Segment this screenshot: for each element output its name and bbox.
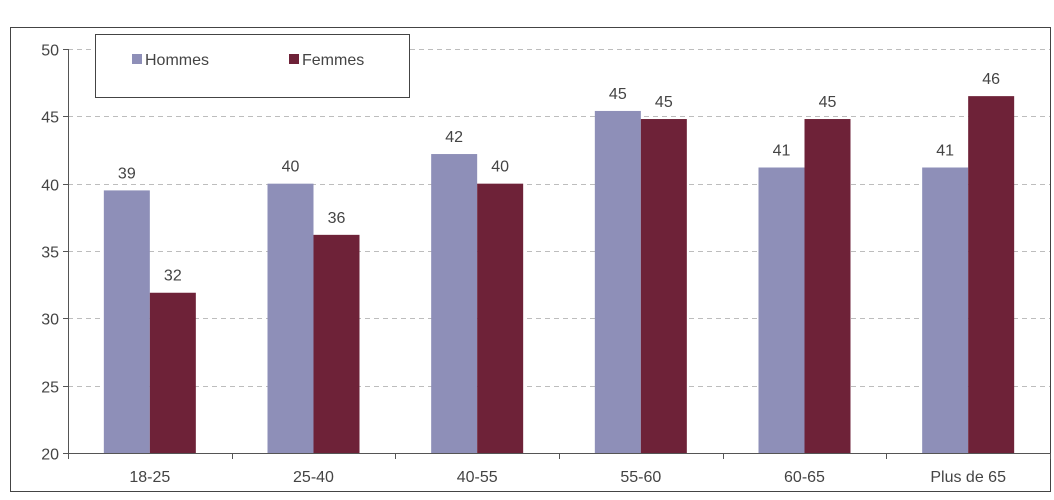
legend-label-hommes: Hommes	[145, 52, 209, 69]
x-tick-label: 18-25	[129, 469, 170, 486]
data-label: 45	[655, 94, 673, 111]
x-tick-label: 40-55	[457, 469, 498, 486]
data-label: 41	[773, 143, 791, 160]
bar-hommes-5	[922, 167, 969, 454]
data-label: 42	[445, 129, 463, 146]
data-label: 45	[609, 86, 627, 103]
x-tick-label: 25-40	[293, 469, 334, 486]
bar-femmes-4	[804, 119, 851, 453]
legend-swatch-femmes	[289, 54, 299, 64]
bar-femmes-3	[640, 119, 687, 453]
bar-femmes-1	[313, 234, 360, 453]
legend-box	[95, 34, 410, 98]
legend: Hommes Femmes	[95, 34, 410, 98]
y-tick-label: 30	[41, 312, 59, 329]
data-labels: 39 32 40 36 42 40 45 45 41 45 41 46	[118, 71, 1000, 285]
bar-hommes-2	[431, 154, 478, 454]
y-tick-label: 45	[41, 110, 59, 127]
legend-label-femmes: Femmes	[302, 52, 364, 69]
bar-femmes-0	[149, 292, 196, 453]
data-label: 39	[118, 165, 136, 182]
data-label: 32	[164, 268, 182, 285]
bar-hommes-3	[594, 110, 641, 454]
data-label: 40	[491, 159, 509, 176]
bar-femmes-5	[968, 96, 1015, 453]
x-tick-label: Plus de 65	[930, 469, 1006, 486]
data-label: 45	[819, 94, 837, 111]
bar-hommes-0	[103, 190, 150, 453]
y-tick-label: 40	[41, 178, 59, 195]
y-tick-label: 35	[41, 245, 59, 262]
data-label: 36	[328, 210, 346, 227]
bar-hommes-4	[758, 167, 805, 454]
y-tick-label: 50	[41, 43, 59, 60]
bar-hommes-1	[267, 183, 314, 453]
y-tick-label: 25	[41, 380, 59, 397]
bar-femmes-2	[477, 183, 524, 453]
axes: 20 25 30 35 40 45 50 18-25 25-40 40-55 55-60 60-65 P…	[41, 43, 1051, 486]
data-label: 46	[982, 71, 1000, 88]
y-tick-label: 20	[41, 447, 59, 464]
data-label: 40	[282, 159, 300, 176]
data-label: 41	[936, 143, 954, 160]
x-tick-label: 60-65	[784, 469, 825, 486]
bars	[103, 96, 1015, 454]
legend-swatch-hommes	[132, 54, 142, 64]
x-tick-label: 55-60	[620, 469, 661, 486]
